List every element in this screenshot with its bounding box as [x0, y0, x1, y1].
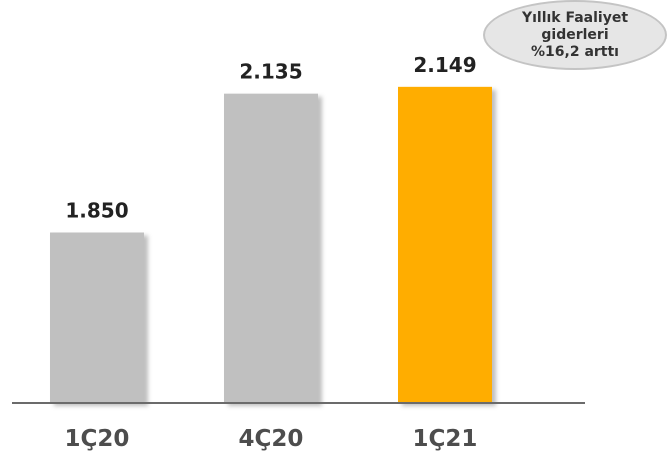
value-label-2: 2.135	[239, 60, 302, 84]
category-label-2: 4Ç20	[239, 426, 304, 452]
value-label-3: 2.149	[413, 53, 476, 77]
bar-3	[398, 87, 492, 403]
value-label-1: 1.850	[65, 199, 128, 223]
category-label-3: 1Ç21	[413, 426, 478, 452]
bar-2	[224, 94, 318, 403]
callout-bubble: Yıllık Faaliyet giderleri %16,2 arttı	[483, 0, 667, 70]
callout-text: Yıllık Faaliyet giderleri %16,2 arttı	[515, 10, 635, 61]
bar-1	[50, 233, 144, 404]
category-label-1: 1Ç20	[65, 426, 130, 452]
